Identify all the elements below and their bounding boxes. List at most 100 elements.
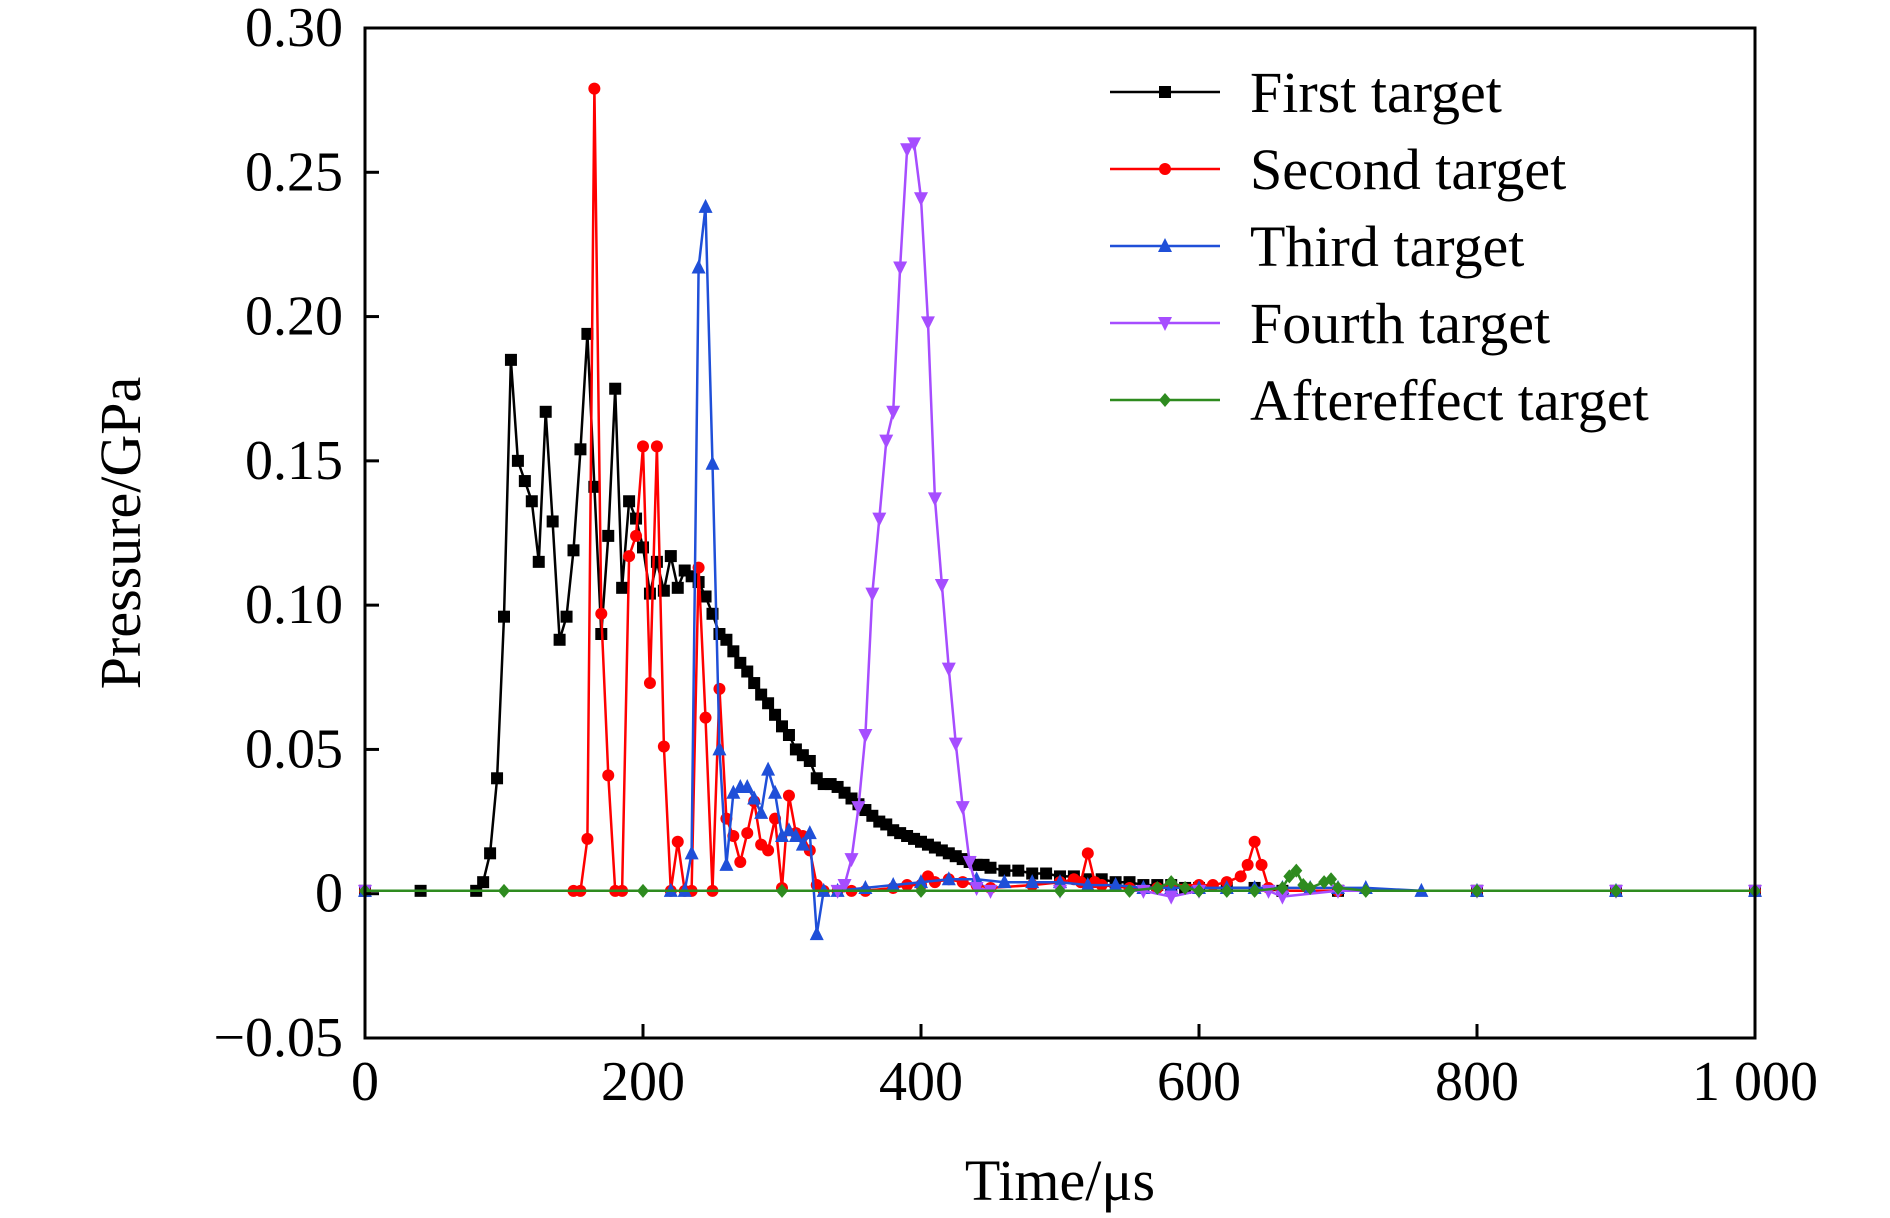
series-2-point: [734, 855, 747, 868]
series-1-point: [602, 529, 615, 542]
series-5-point: [1332, 880, 1344, 895]
series-2-point: [581, 832, 594, 845]
series-1-point: [504, 353, 517, 366]
series-4-point: [865, 587, 880, 602]
y-tick-label: 0.05: [245, 718, 343, 780]
series-2-point: [956, 876, 969, 889]
series-2-point: [699, 711, 712, 724]
x-tick-label: 800: [1435, 1051, 1519, 1113]
series-4-point: [969, 881, 984, 896]
x-tick-label: 0: [351, 1051, 379, 1113]
x-axis-title: Time/μs: [965, 1148, 1155, 1213]
legend-item: Fourth target: [1110, 291, 1550, 356]
series-3-point: [768, 784, 783, 799]
series-5-point: [1276, 880, 1289, 895]
series-5-point: [1471, 883, 1483, 898]
series-4-point: [1164, 890, 1179, 905]
series-5-point: [1325, 872, 1338, 887]
series-3-point: [740, 778, 755, 793]
series-1-point: [1012, 864, 1025, 877]
y-tick-label: −0.05: [213, 1007, 343, 1069]
series-1-point: [769, 708, 782, 721]
series-1-point: [532, 555, 545, 568]
series-1-point: [699, 590, 712, 603]
series-1-point: [546, 515, 559, 528]
series-3-point: [1080, 877, 1095, 892]
legend-label: First target: [1250, 60, 1502, 125]
series-1-point: [643, 587, 656, 600]
series-2-point: [782, 789, 795, 802]
series-3-point: [726, 784, 741, 799]
series-5-point: [1165, 875, 1178, 890]
series-4-point: [1275, 890, 1290, 905]
series-1-point: [720, 633, 733, 646]
series-5-point: [1123, 883, 1136, 898]
series-1-point: [498, 610, 510, 623]
series-2-point: [1241, 858, 1254, 871]
series-1-point: [998, 864, 1011, 877]
y-tick-label: 0.25: [245, 141, 343, 203]
series-4-line: [365, 142, 1755, 898]
series-5-point: [1151, 880, 1164, 895]
legend-item: Third target: [1110, 214, 1524, 279]
series-2-point: [671, 835, 684, 848]
series-5-point: [637, 883, 649, 898]
series-3-point: [775, 828, 789, 842]
series-1-point: [484, 847, 497, 860]
series-2-point: [657, 740, 670, 753]
series-2-point: [928, 876, 941, 889]
series-3-point: [1053, 874, 1067, 889]
series-4-point: [879, 434, 894, 449]
series-3-point: [969, 871, 984, 886]
legend-item: Second target: [1110, 137, 1566, 202]
series-1-point: [762, 697, 775, 710]
y-tick-label: 0.30: [245, 0, 343, 59]
series-2-point: [1248, 835, 1261, 848]
series-2-point: [643, 677, 656, 690]
series-3-point: [886, 877, 901, 892]
series-2-line: [365, 87, 1755, 893]
series-3-point: [809, 926, 824, 941]
series-1-point: [525, 495, 538, 508]
series-2-point: [1081, 847, 1094, 860]
legend-label: Second target: [1250, 137, 1566, 202]
series-2-point: [588, 82, 601, 95]
series-1-point: [782, 729, 795, 741]
series-5-point: [1248, 883, 1261, 898]
series-4-point: [955, 801, 970, 816]
series-1-point: [664, 550, 677, 563]
y-axis-title: Pressure/GPa: [88, 377, 153, 690]
series-4-point: [941, 662, 956, 677]
series-2-point: [602, 769, 615, 782]
series-4-point: [858, 729, 873, 743]
series-5-point: [1054, 883, 1066, 898]
y-tick-label: 0.15: [245, 430, 343, 492]
series-5-point: [1304, 880, 1317, 895]
series-2: [359, 82, 1761, 897]
series-4-point: [934, 578, 949, 593]
legend-item: Aftereffect target: [1110, 368, 1649, 433]
series-5-point: [1359, 883, 1372, 898]
series-3-point: [941, 871, 956, 886]
series-5-point: [1290, 863, 1303, 878]
legend-label: Aftereffect target: [1250, 368, 1649, 433]
x-tick-label: 200: [601, 1051, 685, 1113]
series-3-point: [781, 822, 796, 837]
series-2-point: [762, 844, 775, 857]
series-3-point: [747, 790, 762, 805]
series-1-point: [477, 876, 490, 889]
series-1-point: [539, 405, 552, 418]
series-3-point: [914, 874, 928, 889]
series-4-point: [914, 192, 928, 207]
series-4: [358, 137, 1762, 905]
series-4-point: [920, 316, 935, 331]
legend-marker: [1159, 393, 1171, 407]
x-tick-label: 400: [879, 1051, 963, 1113]
series-4-point: [844, 853, 859, 868]
series-3-point: [712, 741, 727, 756]
series-5-point: [1193, 883, 1205, 898]
series-3-point: [719, 856, 734, 871]
series-1-point: [609, 382, 622, 395]
